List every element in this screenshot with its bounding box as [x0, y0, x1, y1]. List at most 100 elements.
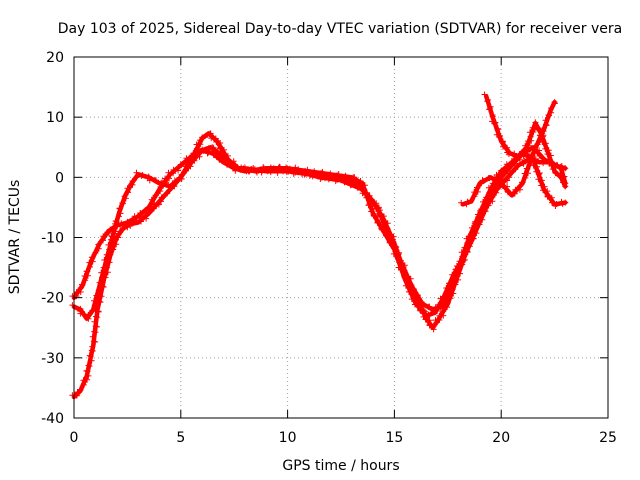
plus-marker: [539, 154, 546, 161]
plus-marker: [479, 177, 486, 184]
plus-marker: [467, 240, 473, 246]
plus-marker: [517, 182, 524, 189]
series-track-c: [69, 147, 569, 321]
plus-marker: [84, 368, 91, 375]
plus-marker: [328, 173, 335, 180]
plus-marker: [95, 241, 102, 248]
plus-marker: [124, 185, 131, 192]
plus-marker: [210, 144, 217, 151]
plus-marker: [86, 363, 93, 370]
plus-marker: [548, 105, 554, 112]
plus-marker: [484, 98, 491, 105]
plus-marker: [487, 103, 494, 110]
plus-marker: [358, 181, 365, 188]
plus-marker: [486, 175, 493, 182]
plus-marker: [467, 197, 474, 204]
plus-marker: [88, 254, 95, 261]
plus-marker: [84, 376, 91, 383]
plus-marker: [474, 211, 481, 218]
plus-marker: [146, 177, 153, 184]
plus-marker: [417, 307, 423, 314]
plus-marker: [107, 226, 114, 233]
plus-marker: [562, 199, 569, 206]
plus-marker: [97, 299, 104, 306]
plus-marker: [199, 135, 206, 142]
plus-marker: [106, 246, 113, 253]
plus-marker: [357, 178, 364, 184]
plus-marker: [478, 212, 485, 219]
plus-marker: [332, 178, 339, 185]
plus-marker: [486, 106, 493, 113]
plus-marker: [158, 198, 164, 205]
plus-marker: [401, 273, 408, 280]
plus-marker: [100, 264, 107, 271]
plus-marker: [535, 176, 542, 183]
plus-marker: [534, 141, 541, 148]
plus-marker: [106, 230, 112, 237]
plus-marker: [394, 252, 401, 258]
plus-marker: [89, 343, 96, 350]
plus-marker: [539, 133, 546, 140]
plus-marker: [503, 161, 510, 168]
plus-marker: [465, 233, 472, 240]
plus-marker: [97, 284, 104, 291]
plus-marker: [335, 171, 342, 177]
plus-marker: [178, 171, 185, 178]
chart-title: Day 103 of 2025, Sidereal Day-to-day VTE…: [58, 21, 622, 37]
plus-marker: [494, 126, 501, 133]
grid-lines: [74, 57, 608, 418]
plus-marker: [155, 201, 162, 208]
plus-marker: [92, 323, 99, 330]
plus-marker: [115, 230, 122, 237]
plus-marker: [390, 244, 397, 251]
plus-marker: [493, 178, 500, 185]
plus-marker: [86, 259, 93, 266]
plus-marker: [171, 177, 178, 184]
plus-marker: [88, 357, 95, 364]
plus-marker: [277, 166, 284, 173]
plus-marker: [473, 225, 479, 232]
plus-marker: [342, 178, 349, 185]
plus-marker: [112, 220, 119, 227]
plus-marker: [103, 251, 110, 258]
plus-marker: [85, 312, 92, 318]
plus-marker: [325, 176, 332, 183]
plus-marker: [530, 162, 537, 169]
plus-marker: [91, 328, 98, 335]
plus-marker: [83, 268, 90, 275]
plus-marker: [138, 172, 145, 179]
plus-marker: [95, 308, 102, 315]
plus-marker: [426, 303, 433, 310]
plus-marker: [516, 151, 523, 157]
plus-marker: [130, 216, 137, 223]
plus-marker: [138, 218, 144, 225]
plus-marker: [224, 152, 231, 159]
plus-marker: [104, 256, 111, 263]
plus-marker: [304, 166, 311, 173]
plus-marker: [96, 279, 103, 286]
plus-marker: [125, 219, 132, 226]
plus-marker: [540, 187, 547, 194]
plus-marker: [262, 166, 269, 173]
plus-marker: [401, 262, 408, 269]
x-tick-label: 10: [279, 430, 297, 446]
plus-marker: [496, 134, 503, 140]
plus-marker: [91, 318, 98, 325]
plus-marker: [518, 179, 525, 186]
plus-marker: [85, 362, 92, 369]
plus-marker: [91, 297, 97, 304]
plus-marker: [474, 184, 480, 191]
plus-marker: [464, 198, 471, 205]
plus-marker: [482, 207, 489, 214]
plus-marker: [406, 288, 412, 295]
plus-marker: [90, 338, 97, 345]
plus-marker: [87, 353, 94, 360]
plus-marker: [117, 210, 124, 217]
plus-marker: [148, 196, 155, 203]
plus-marker: [452, 266, 459, 273]
plus-marker: [237, 166, 244, 173]
plus-marker: [365, 202, 372, 209]
plus-marker: [93, 313, 99, 320]
plus-marker: [384, 225, 391, 232]
plus-marker: [520, 160, 527, 167]
